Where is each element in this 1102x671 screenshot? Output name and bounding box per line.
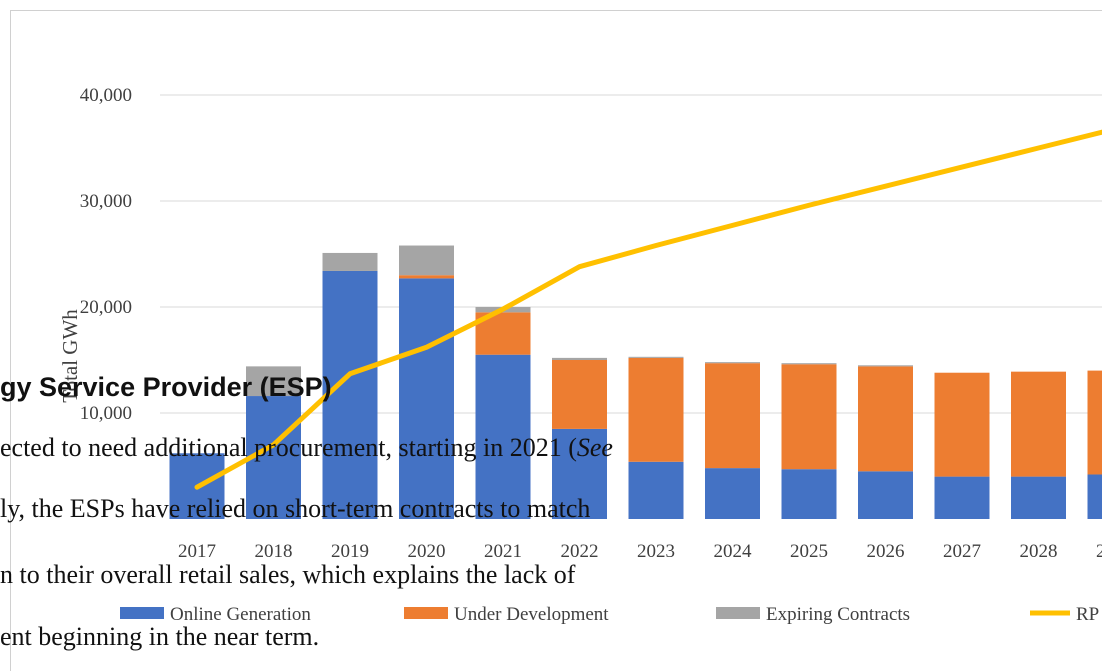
- x-tick-label: 2025: [790, 541, 828, 562]
- legend-swatch: [404, 607, 448, 619]
- legend-label: Under Development: [454, 604, 609, 625]
- bar-expiring-contracts: [399, 246, 454, 276]
- body-text-line-1: ected to need additional procurement, st…: [0, 433, 613, 463]
- y-tick-label: 10,000: [80, 403, 132, 424]
- x-tick-label: 2029: [1096, 541, 1102, 562]
- bar-under-development: [782, 364, 837, 469]
- see-reference: See: [577, 433, 613, 462]
- x-tick-label: 2027: [943, 541, 981, 562]
- x-tick-label: 2017: [178, 541, 216, 562]
- body-text-line-2: ly, the ESPs have relied on short-term c…: [0, 494, 590, 524]
- y-tick-label: 20,000: [80, 297, 132, 318]
- bar-online-generation: [399, 278, 454, 519]
- x-tick-labels: 2017 2018 2019 2020 2021 2022 2023 2024 2025 2026…: [178, 541, 1102, 562]
- bar-online-generation: [1011, 477, 1066, 519]
- legend-label: RP: [1076, 604, 1099, 625]
- bar-online-generation: [705, 468, 760, 519]
- bar-online-generation: [629, 462, 684, 519]
- x-tick-label: 2022: [561, 541, 599, 562]
- bar-under-development: [935, 373, 990, 477]
- bar-under-development: [399, 275, 454, 278]
- bar-under-development: [1088, 371, 1102, 475]
- legend-swatch: [120, 607, 164, 619]
- x-tick-label: 2019: [331, 541, 369, 562]
- bar-online-generation: [782, 469, 837, 519]
- bar-under-development: [552, 360, 607, 429]
- y-tick-label: 30,000: [80, 191, 132, 212]
- x-tick-label: 2018: [255, 541, 293, 562]
- bar-under-development: [629, 358, 684, 462]
- bar-expiring-contracts: [705, 362, 760, 363]
- bar-expiring-contracts: [629, 357, 684, 358]
- bar-expiring-contracts: [858, 365, 913, 366]
- section-heading: gy Service Provider (ESP): [0, 372, 332, 403]
- bar-online-generation: [1088, 474, 1102, 519]
- bar-under-development: [1011, 372, 1066, 477]
- x-tick-label: 2023: [637, 541, 675, 562]
- bar-under-development: [705, 363, 760, 468]
- bar-expiring-contracts: [552, 358, 607, 360]
- bar-expiring-contracts: [782, 363, 837, 364]
- bar-under-development: [858, 366, 913, 471]
- x-tick-label: 2026: [867, 541, 905, 562]
- y-tick-label: 40,000: [80, 85, 132, 106]
- x-tick-label: 2028: [1020, 541, 1058, 562]
- legend-swatch: [716, 607, 760, 619]
- x-tick-label: 2021: [484, 541, 522, 562]
- x-tick-label: 2024: [714, 541, 753, 562]
- x-tick-label: 2020: [408, 541, 446, 562]
- bar-online-generation: [935, 477, 990, 519]
- body-text-line-4: ent beginning in the near term.: [0, 622, 319, 652]
- bar-expiring-contracts: [323, 253, 378, 271]
- body-text-line-3: n to their overall retail sales, which e…: [0, 560, 575, 590]
- bar-online-generation: [858, 471, 913, 519]
- legend-label: Expiring Contracts: [766, 604, 910, 625]
